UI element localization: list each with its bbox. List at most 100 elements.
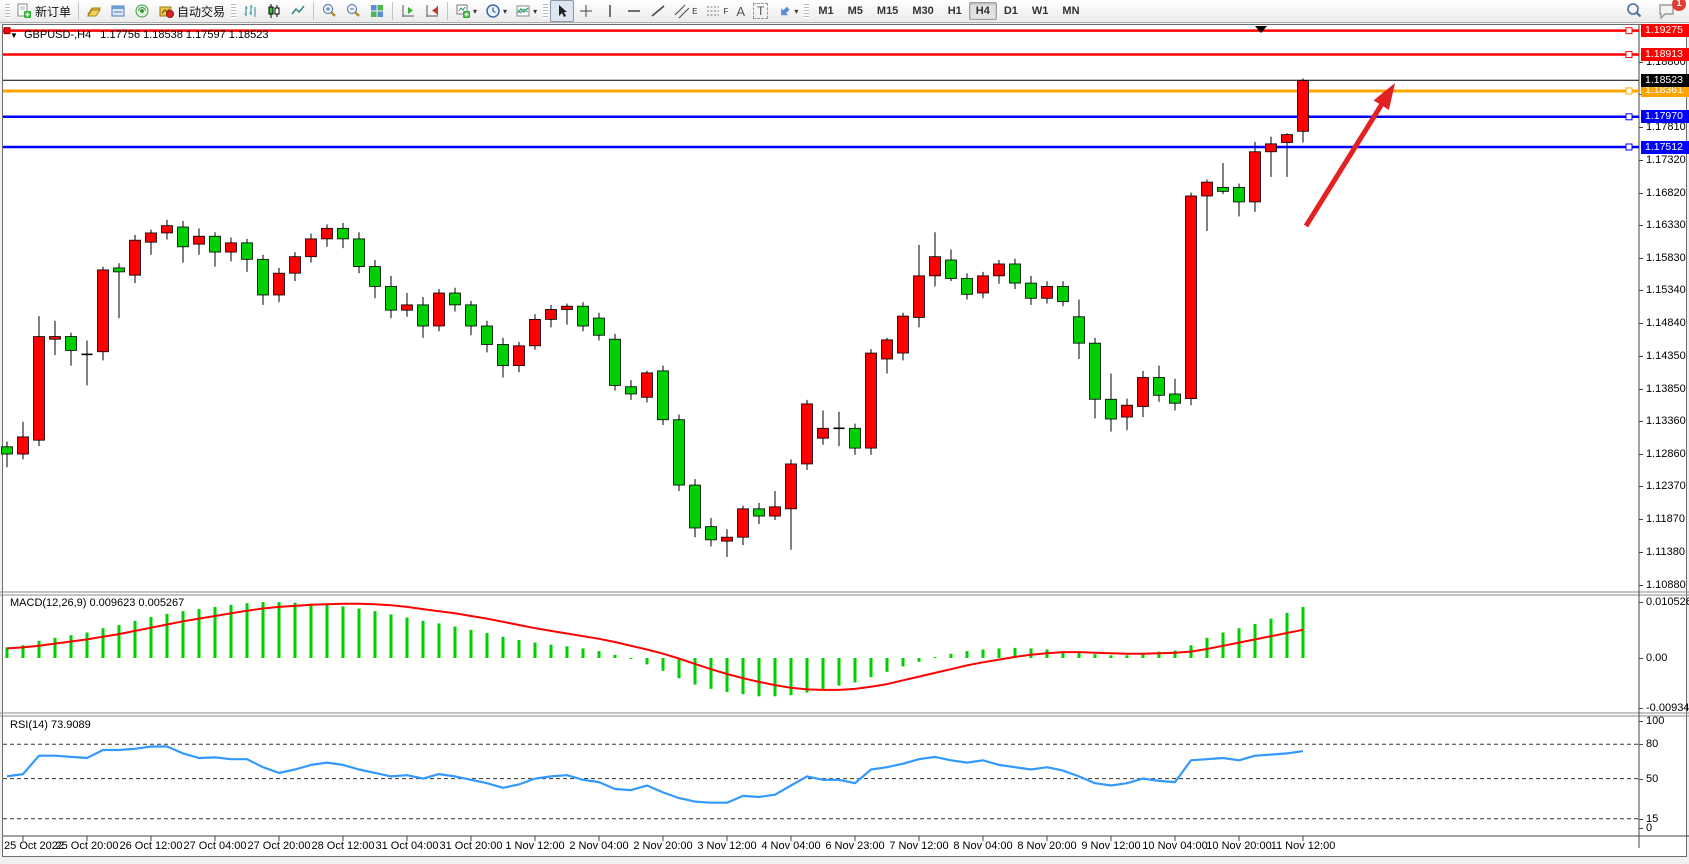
indicators-button[interactable]: ▾: [511, 0, 541, 22]
toolbar: 新订单 自动交易 ▾ ▾ ▾ E F A T ▾: [0, 0, 1689, 23]
text-label-tool-button[interactable]: T: [749, 0, 772, 22]
text-tool-icon: A: [736, 3, 745, 19]
new-order-label: 新订单: [35, 4, 72, 19]
auto-scroll-button[interactable]: [420, 0, 444, 22]
bar-chart-button[interactable]: [238, 0, 262, 22]
price-tick-label: 1.17810: [1646, 121, 1686, 134]
zoom-in-button[interactable]: [317, 0, 341, 22]
new-chart-icon: [455, 3, 471, 19]
data-window-button[interactable]: [106, 0, 130, 22]
timeframe-h1-button[interactable]: H1: [947, 5, 962, 17]
timeframe-m5-button[interactable]: M5: [847, 5, 863, 17]
channel-tool-button[interactable]: E: [670, 0, 701, 22]
horizontal-line-icon: [626, 3, 642, 19]
rsi-label: RSI(14) 73.9089: [10, 719, 91, 731]
toolbar-grip[interactable]: [804, 3, 810, 19]
rsi-panel[interactable]: [3, 716, 1639, 836]
vertical-line-tool-button[interactable]: [598, 0, 622, 22]
tile-windows-button[interactable]: [365, 0, 389, 22]
timeframe-m1-button[interactable]: M1: [818, 5, 834, 17]
chart-shift-button[interactable]: [396, 0, 420, 22]
timeframe-h4-button[interactable]: H4: [968, 2, 997, 20]
price-tick-mark: [1639, 192, 1643, 194]
auto-trading-icon: [158, 3, 175, 19]
time-axis-label: 7 Nov 12:00: [889, 840, 949, 852]
line-chart-button[interactable]: [286, 0, 310, 22]
rsi-tick-label: 50: [1646, 772, 1659, 785]
price-tick-label: 1.14840: [1646, 317, 1686, 330]
new-chart-button[interactable]: ▾: [451, 0, 481, 22]
crosshair-icon: [578, 3, 594, 19]
crosshair-tool-button[interactable]: [574, 0, 598, 22]
chart-shift-icon: [400, 3, 416, 19]
price-tick-label: 1.13360: [1646, 415, 1686, 428]
time-axis-label: 25 Oct 20:00: [55, 840, 119, 852]
timeframe-m30-button[interactable]: M30: [912, 5, 934, 17]
timeframe-mn-button[interactable]: MN: [1062, 5, 1080, 17]
search-button[interactable]: [1621, 0, 1647, 22]
time-axis-label: 10 Nov 20:00: [1206, 840, 1272, 852]
timeframe-w1-button[interactable]: W1: [1031, 5, 1049, 17]
fibonacci-tool-button[interactable]: F: [701, 0, 732, 22]
price-tick-mark: [1639, 454, 1643, 456]
notification-count-badge: 1: [1672, 0, 1686, 11]
time-axis-label: 2 Nov 20:00: [633, 840, 693, 852]
trend-arrow-annotation[interactable]: [1298, 73, 1403, 233]
periods-button[interactable]: ▾: [481, 0, 511, 22]
price-tick-label: 1.12370: [1646, 480, 1686, 493]
price-tick-label: 1.14350: [1646, 349, 1686, 362]
rsi-tick-mark: [1639, 828, 1643, 829]
rsi-tick-mark: [1639, 721, 1643, 723]
rsi-tick-label: 15: [1646, 812, 1659, 825]
trendline-icon: [650, 3, 666, 19]
time-axis-label: 2 Nov 04:00: [569, 840, 629, 852]
signals-button[interactable]: [130, 0, 154, 22]
time-axis-label: 25 Oct 2022: [4, 840, 64, 852]
horizontal-line-1.18913[interactable]: [3, 53, 1636, 58]
shapes-tool-button[interactable]: ▾: [772, 0, 802, 22]
price-tick-label: 1.16330: [1646, 219, 1686, 232]
price-tick-mark: [1639, 62, 1643, 63]
time-axis-label: 8 Nov 20:00: [1017, 840, 1077, 852]
toolbar-grip[interactable]: [231, 3, 237, 19]
timeframe-m15-button[interactable]: M15: [876, 5, 899, 17]
price-tick-label: 1.13850: [1646, 382, 1686, 395]
price-tag-1.18523: 1.18523: [1641, 73, 1689, 87]
zoom-out-button[interactable]: [341, 0, 365, 22]
ohlc-values-label: 1.17756 1.18538 1.17597 1.18523: [100, 29, 269, 41]
macd-panel[interactable]: [3, 594, 1639, 713]
trendline-tool-button[interactable]: [646, 0, 670, 22]
text-tool-button[interactable]: A: [732, 0, 749, 22]
price-tick-label: 1.15340: [1646, 284, 1686, 297]
dropdown-arrow-icon: ▾: [794, 6, 799, 16]
window-bottom-edge: [0, 857, 1689, 864]
new-order-button[interactable]: 新订单: [12, 0, 75, 22]
price-tag-1.17970: 1.17970: [1641, 110, 1689, 124]
timeframe-d1-button[interactable]: D1: [1003, 5, 1018, 17]
dropdown-arrow-icon: ▾: [533, 6, 538, 16]
fibonacci-letter: F: [723, 6, 729, 16]
toolbar-grip[interactable]: [5, 3, 10, 19]
toolbar-grip[interactable]: [543, 3, 549, 19]
auto-trading-button[interactable]: 自动交易: [154, 0, 229, 22]
price-tick-mark: [1639, 388, 1643, 390]
candlestick-chart-button[interactable]: [262, 0, 286, 22]
notifications-button[interactable]: 1: [1653, 0, 1686, 22]
price-tag-1.19275: 1.19275: [1641, 24, 1689, 38]
rsi-tick-label: 80: [1646, 738, 1659, 751]
time-axis-label: 27 Oct 04:00: [183, 840, 247, 852]
horizontal-line-tool-button[interactable]: [622, 0, 646, 22]
cursor-tool-button[interactable]: [550, 0, 575, 22]
market-watch-button[interactable]: [82, 0, 106, 22]
auto-trading-label: 自动交易: [177, 4, 226, 19]
price-tick-mark: [1639, 323, 1643, 325]
tile-windows-icon: [369, 3, 385, 19]
chart-title: ▼ GBPUSD-,H4 1.17756 1.18538 1.17597 1.1…: [10, 29, 269, 41]
market-watch-icon: [86, 3, 102, 19]
signals-icon: [134, 3, 150, 19]
search-icon: [1625, 2, 1643, 20]
chart-collapse-icon[interactable]: ▼: [10, 31, 18, 40]
time-axis-label: 26 Oct 12:00: [119, 840, 183, 852]
rsi-tick-label: 100: [1646, 715, 1665, 728]
